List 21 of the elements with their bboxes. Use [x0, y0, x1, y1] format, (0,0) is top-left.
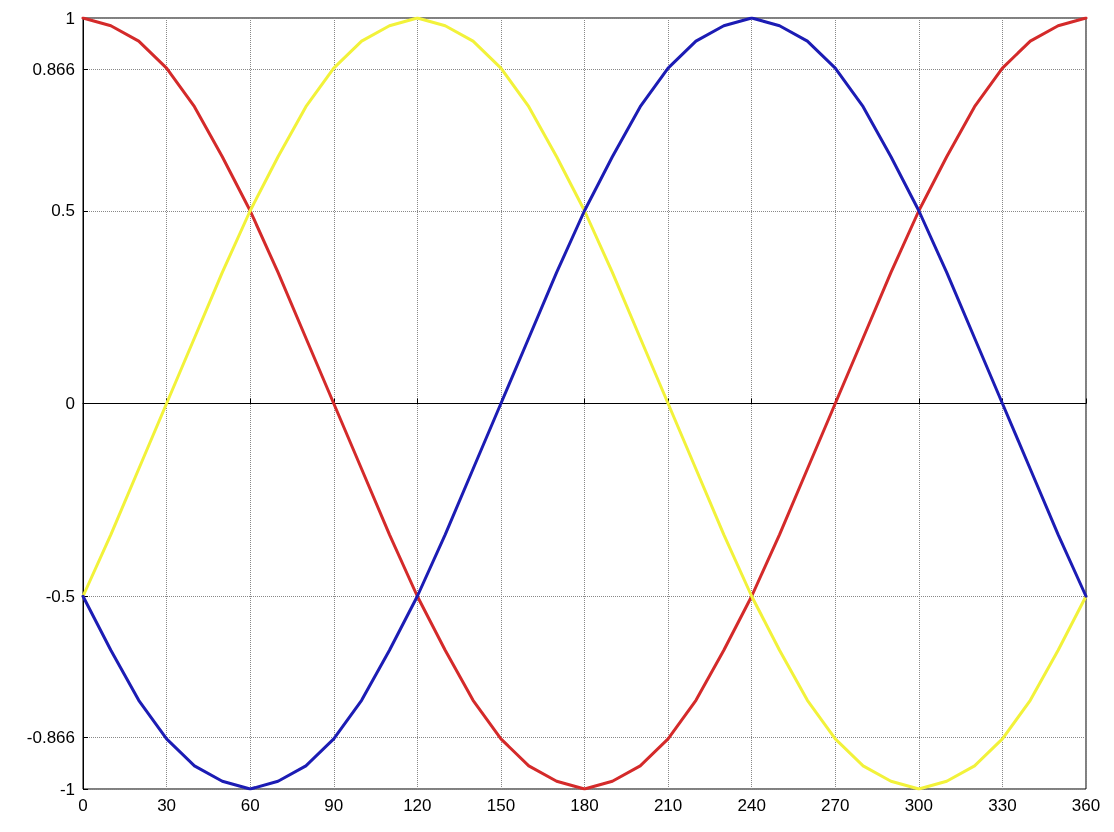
x-tick-label: 210 — [653, 796, 683, 815]
line-series — [81, 16, 1088, 791]
x-tick-label: 240 — [737, 796, 766, 815]
x-tick-label: 90 — [324, 796, 344, 815]
y-tick-label: 0 — [65, 394, 75, 413]
x-tick-label: 30 — [157, 796, 177, 815]
y-tick-label: 1 — [65, 8, 75, 28]
x-tick-label: 150 — [486, 796, 516, 815]
y-tick-label: 0.5 — [51, 201, 75, 221]
y-tick-label: -0.5 — [45, 586, 75, 606]
x-tick-label: 120 — [403, 796, 432, 815]
y-tick-label: 0.866 — [32, 60, 75, 80]
x-tick-label: 0 — [78, 796, 88, 815]
y-tick-label: -1 — [59, 779, 75, 799]
x-tick-label: 270 — [821, 796, 850, 815]
x-tick-label: 300 — [904, 796, 934, 815]
y-tick-label: -0.866 — [26, 727, 75, 747]
x-tick-label: 180 — [570, 796, 599, 815]
x-tick-label: 360 — [1071, 796, 1101, 815]
x-tick-label: 60 — [240, 796, 260, 815]
x-tick-label: 330 — [988, 796, 1017, 815]
